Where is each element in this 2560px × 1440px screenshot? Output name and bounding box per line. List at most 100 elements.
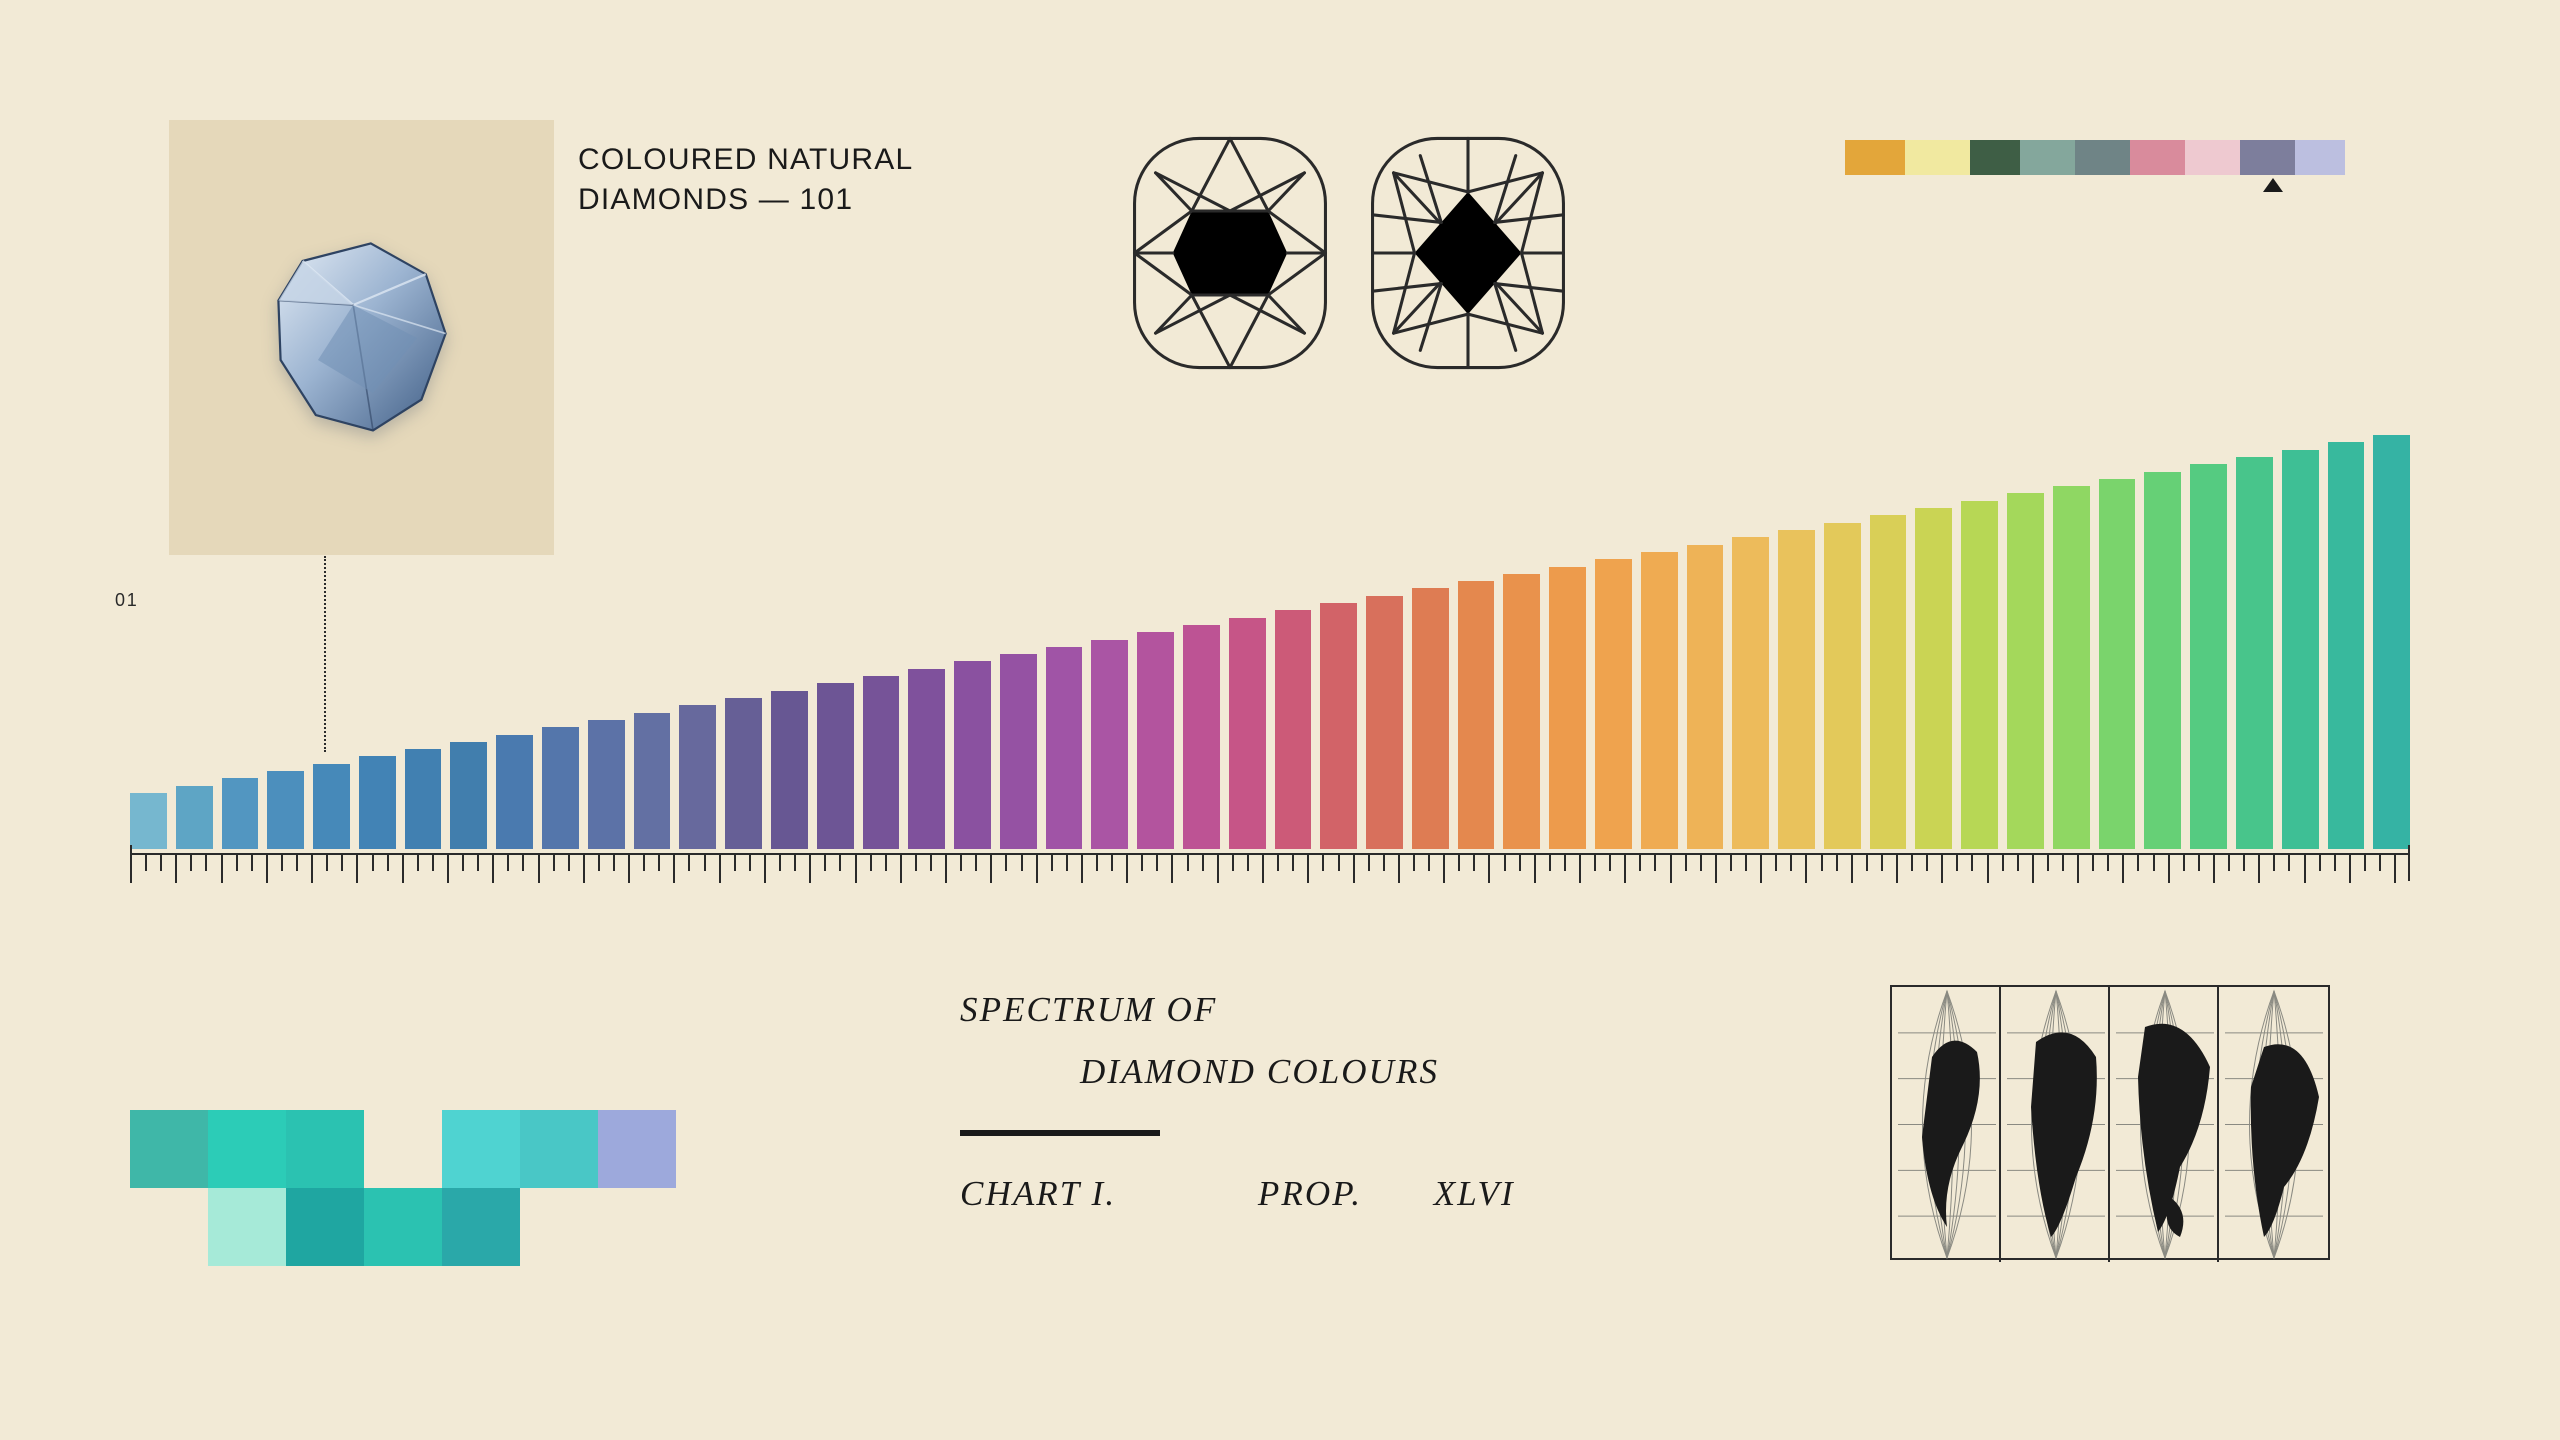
ruler-major-tick — [764, 855, 779, 883]
ruler-minor-tick — [1021, 855, 1036, 871]
spectrum-bar — [1503, 574, 1540, 849]
palette-swatch — [2185, 140, 2240, 175]
ruler-major-tick — [2168, 855, 2183, 883]
ruler-minor-tick — [1413, 855, 1428, 871]
ruler-major-tick — [1126, 855, 1141, 883]
diamond-cut-diagrams — [1125, 128, 1573, 378]
ruler-major-tick — [2077, 855, 2092, 883]
ruler-major-tick — [809, 855, 824, 883]
ruler-minor-tick — [1504, 855, 1519, 871]
ruler-minor-tick — [1549, 855, 1564, 871]
ruler-minor-tick — [1654, 855, 1669, 871]
ruler-minor-tick — [145, 855, 160, 871]
spectrum-bar — [359, 756, 396, 849]
ruler-minor-tick — [658, 855, 673, 871]
swatch-cell — [286, 1188, 364, 1266]
ruler-minor-tick — [885, 855, 900, 871]
ruler-major-tick — [628, 855, 643, 883]
palette-swatch — [2020, 140, 2075, 175]
ruler-minor-tick — [1156, 855, 1171, 871]
ruler-major-tick — [2213, 855, 2228, 883]
ruler-minor-tick — [432, 855, 447, 871]
prop-label: PROP. — [1258, 1174, 1362, 1213]
title-line-1: COLOURED NATURAL — [578, 140, 913, 180]
ruler-major-tick — [1307, 855, 1322, 883]
ruler-minor-tick — [794, 855, 809, 871]
ruler-major-tick — [221, 855, 236, 883]
ruler-minor-tick — [2047, 855, 2062, 871]
spectrum-bar — [1183, 625, 1220, 849]
title: COLOURED NATURAL DIAMONDS — 101 — [578, 140, 913, 220]
ruler-major-tick — [130, 855, 145, 883]
spectrum-bar — [2007, 493, 2044, 849]
ruler-minor-tick — [1836, 855, 1851, 871]
ruler-major-tick — [990, 855, 1005, 883]
ruler-minor-tick — [1247, 855, 1262, 871]
spectrum-bar — [542, 727, 579, 849]
swatch-cell — [598, 1110, 676, 1188]
diamond-top-view-icon — [1125, 128, 1335, 378]
ruler-minor-tick — [1519, 855, 1534, 871]
ruler-major-tick — [1353, 855, 1368, 883]
ruler-minor-tick — [1564, 855, 1579, 871]
spectrum-bar — [2328, 442, 2365, 849]
ruler-minor-tick — [1790, 855, 1805, 871]
ruler-major-tick — [1760, 855, 1775, 883]
ruler-minor-tick — [1232, 855, 1247, 871]
ruler-minor-tick — [960, 855, 975, 871]
chart-label: CHART I. — [960, 1174, 1116, 1213]
ruler-minor-tick — [2379, 855, 2394, 871]
spectrum-bar — [1915, 508, 1952, 849]
ruler-minor-tick — [190, 855, 205, 871]
ruler-major-tick — [175, 855, 190, 883]
ruler-minor-tick — [1821, 855, 1836, 871]
spectrum-bar — [2190, 464, 2227, 849]
ruler-major-tick — [855, 855, 870, 883]
spectrum-bar — [1320, 603, 1357, 849]
ruler-major-tick — [311, 855, 326, 883]
rough-diamond-illustration — [252, 228, 472, 448]
palette-marker-icon — [2263, 178, 2283, 192]
ruler-minor-tick — [824, 855, 839, 871]
ruler-minor-tick — [1609, 855, 1624, 871]
spectrum-bar — [1412, 588, 1449, 849]
spectrum-bar — [1824, 523, 1861, 849]
ruler-major-tick — [719, 855, 734, 883]
ruler-minor-tick — [1911, 855, 1926, 871]
ruler-major-tick — [2349, 855, 2364, 883]
ruler-minor-tick — [236, 855, 251, 871]
ruler-minor-tick — [1745, 855, 1760, 871]
ruler-minor-tick — [387, 855, 402, 871]
ruler-major-tick — [1534, 855, 1549, 883]
ruler-minor-tick — [296, 855, 311, 871]
ruler-major-tick — [1715, 855, 1730, 883]
spectrum-bar — [1641, 552, 1678, 849]
ruler-minor-tick — [2334, 855, 2349, 871]
ruler-minor-tick — [1730, 855, 1745, 871]
ruler-major-tick — [945, 855, 960, 883]
spectrum-bar — [405, 749, 442, 849]
ruler-minor-tick — [1956, 855, 1971, 871]
ruler-minor-tick — [2364, 855, 2379, 871]
swatch-cell — [520, 1110, 598, 1188]
ruler-major-tick — [356, 855, 371, 883]
ruler-minor-tick — [1428, 855, 1443, 871]
ruler-major-tick — [1987, 855, 2002, 883]
ruler-minor-tick — [1005, 855, 1020, 871]
ruler-minor-tick — [2017, 855, 2032, 871]
spectrum-bar — [2373, 435, 2410, 849]
ruler-minor-tick — [2062, 855, 2077, 871]
ruler-minor-tick — [704, 855, 719, 871]
ruler-major-tick — [1171, 855, 1186, 883]
swatch-cell — [442, 1188, 520, 1266]
ruler-minor-tick — [2319, 855, 2334, 871]
ruler-minor-tick — [341, 855, 356, 871]
ruler-minor-tick — [2273, 855, 2288, 871]
spectrum-bar — [222, 778, 259, 849]
ruler-major-tick — [1805, 855, 1820, 883]
ruler-minor-tick — [2183, 855, 2198, 871]
spectrum-bar — [130, 793, 167, 849]
swatch-cell — [130, 1110, 208, 1188]
ruler-minor-tick — [1458, 855, 1473, 871]
ruler-major-tick — [2394, 855, 2409, 883]
